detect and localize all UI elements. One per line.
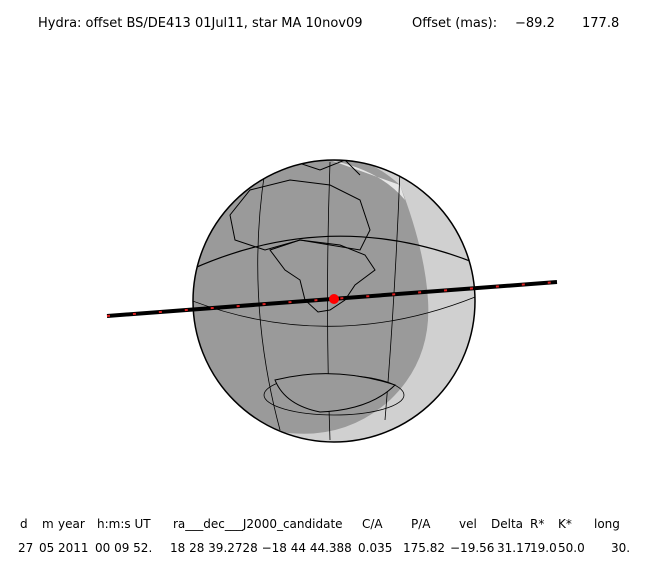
table-cell: 0.035 (358, 541, 392, 555)
column-header: year (58, 517, 85, 531)
column-header: h:m:s UT (97, 517, 151, 531)
offset-value: −89.2 (515, 16, 555, 31)
table-cell: 27 (18, 541, 33, 555)
table-cell: 2011 (58, 541, 89, 555)
column-header: ra___dec___J2000_candidate (173, 517, 343, 531)
shadow-path (106, 280, 558, 318)
table-cell: −19.56 (450, 541, 494, 555)
column-header: C/A (362, 517, 383, 531)
column-header: R* (530, 517, 544, 531)
event-table: d m year h:m:s UT ra___dec___J2000_candidate… (18, 517, 630, 555)
offset-value: 177.8 (582, 16, 619, 31)
column-header: K* (558, 517, 572, 531)
column-header: long (594, 517, 620, 531)
table-cell: 18 28 39.2728 −18 44 44.388 (170, 541, 352, 555)
column-header: m (42, 517, 54, 531)
title: Hydra: offset BS/DE413 01Jul11, star MA … (38, 16, 363, 31)
column-header: vel (459, 517, 477, 531)
column-header: P/A (411, 517, 431, 531)
table-cell: 30. (611, 541, 630, 555)
header: Hydra: offset BS/DE413 01Jul11, star MA … (38, 16, 619, 31)
table-cell: 50.0 (558, 541, 585, 555)
table-cell: 00 09 52. (95, 541, 152, 555)
column-header: d (20, 517, 28, 531)
table-cell: 175.82 (403, 541, 445, 555)
offset-label: Offset (mas): (412, 16, 497, 31)
table-cell: 05 (39, 541, 54, 555)
column-header: Delta (491, 517, 523, 531)
table-cell: 19.0 (530, 541, 557, 555)
table-cell: 31.17 (497, 541, 531, 555)
